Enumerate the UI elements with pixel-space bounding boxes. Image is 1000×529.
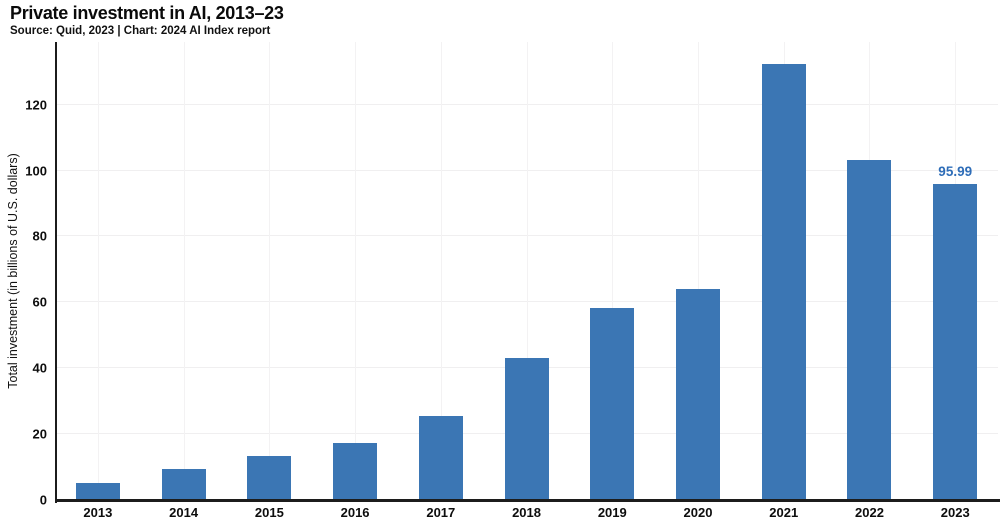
h-gridline	[55, 103, 998, 105]
bar-slot-2019	[569, 42, 655, 500]
y-tick-label: 0	[39, 492, 47, 508]
bar-slot-2015	[226, 42, 312, 500]
bar-2023	[933, 183, 978, 500]
bar-2019	[590, 308, 635, 500]
bar-slot-2021	[741, 42, 827, 500]
bar-2017	[418, 415, 463, 500]
y-tick-label: 80	[32, 228, 47, 244]
y-tick-label: 120	[25, 97, 47, 113]
y-tick-label: 20	[32, 426, 47, 442]
bar-2022	[847, 159, 892, 500]
bar-2016	[333, 443, 378, 500]
bar-slot-2022	[827, 42, 913, 500]
bar-2020	[676, 289, 720, 500]
h-gridline	[55, 235, 998, 237]
y-tick-label: 60	[32, 294, 47, 310]
bar-2013	[75, 482, 120, 500]
bar-value-label: 95.99	[938, 163, 973, 179]
v-gridline	[269, 42, 271, 500]
x-tick-label-2018: 2018	[512, 505, 541, 520]
bar-2021	[761, 63, 806, 500]
bars-layer: 95.99	[55, 42, 998, 500]
bar-slot-2023: 95.99	[912, 42, 998, 500]
bar-slot-2016	[312, 42, 398, 500]
x-axis-tick-labels: 2013 2014 2015 2016 2017 2018 2019 2020 2021 2022…	[55, 505, 998, 520]
bar-2015	[247, 456, 292, 500]
x-tick-label-2019: 2019	[597, 505, 627, 520]
bar-slot-2020	[655, 42, 741, 500]
v-gridline	[440, 42, 442, 500]
bar-slot-2017	[398, 42, 484, 500]
h-gridline	[55, 301, 998, 303]
v-gridline	[612, 42, 614, 500]
plot-area: 95.99	[55, 42, 998, 500]
x-tick-label-2015: 2015	[254, 505, 284, 520]
x-tick-label-2023: 2023	[940, 505, 970, 520]
bar-2018	[504, 358, 549, 500]
bar-slot-2018	[484, 42, 570, 500]
y-axis-tick-labels: 0 20 40 60 80 100 120	[0, 42, 47, 507]
bar-2014	[161, 468, 206, 500]
x-tick-label-2016: 2016	[340, 505, 370, 520]
x-tick-label-2017: 2017	[426, 505, 456, 520]
y-axis-line	[55, 42, 57, 503]
y-tick-label: 100	[25, 163, 47, 178]
x-tick-label-2022: 2022	[855, 505, 884, 520]
v-gridline	[97, 42, 99, 500]
x-tick-label-2020: 2020	[683, 505, 713, 520]
h-gridline	[55, 169, 998, 171]
x-tick-label-2021: 2021	[769, 505, 799, 520]
v-gridline	[698, 42, 699, 500]
v-gridline	[526, 42, 528, 500]
bar-slot-2013	[55, 42, 141, 500]
bar-slot-2014	[141, 42, 227, 500]
v-gridline	[183, 42, 185, 500]
chart-source-caption: Source: Quid, 2023 | Chart: 2024 AI Inde…	[10, 25, 271, 37]
y-tick-label: 40	[32, 360, 47, 376]
x-axis-line	[55, 499, 1000, 502]
v-gridline	[355, 42, 357, 500]
x-tick-label-2013: 2013	[83, 505, 113, 520]
chart-title: Private investment in AI, 2013–23	[10, 3, 284, 23]
x-tick-label-2014: 2014	[169, 505, 199, 520]
